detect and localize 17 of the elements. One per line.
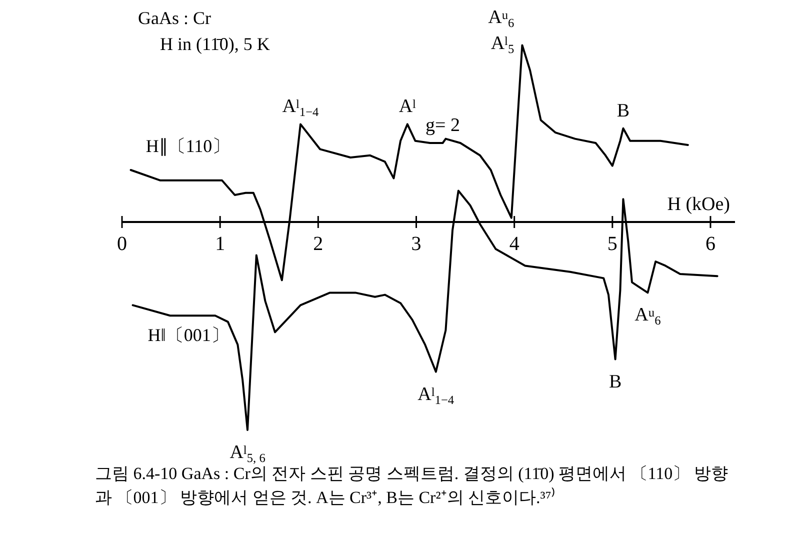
series-label: H∥〔110〕 xyxy=(146,136,230,156)
x-tick-label: 0 xyxy=(117,233,127,255)
x-tick-label: 3 xyxy=(411,233,422,255)
x-tick-label: 4 xyxy=(509,233,520,255)
annotation: A$^{l}$ xyxy=(398,96,417,118)
x-tick-label: 1 xyxy=(215,233,226,255)
annotation: B xyxy=(609,371,622,392)
x-tick-label: 5 xyxy=(607,233,618,255)
x-axis-title: H (kOe) xyxy=(667,194,730,215)
chart-title: GaAs : Cr xyxy=(138,8,211,28)
series-label: H‖〔001〕 xyxy=(148,325,229,346)
x-tick-label: 6 xyxy=(705,233,716,255)
caption: 그림 6.4-10 GaAs : Cr의 전자 스핀 공명 스펙트럼. 결정의 (11̄0) 평면에서 〔110〕 방향과 〔001〕 방향에서 얻은 것. A는 Cr³⁺, B는 Cr²⁺의 신호이다.³⁷⁾ xyxy=(95,464,729,509)
chart-subtitle: H in (11̄0), 5 K xyxy=(160,34,270,54)
annotation: g= 2 xyxy=(425,114,460,136)
x-tick-label: 2 xyxy=(313,233,324,255)
annotation: B xyxy=(616,100,630,122)
